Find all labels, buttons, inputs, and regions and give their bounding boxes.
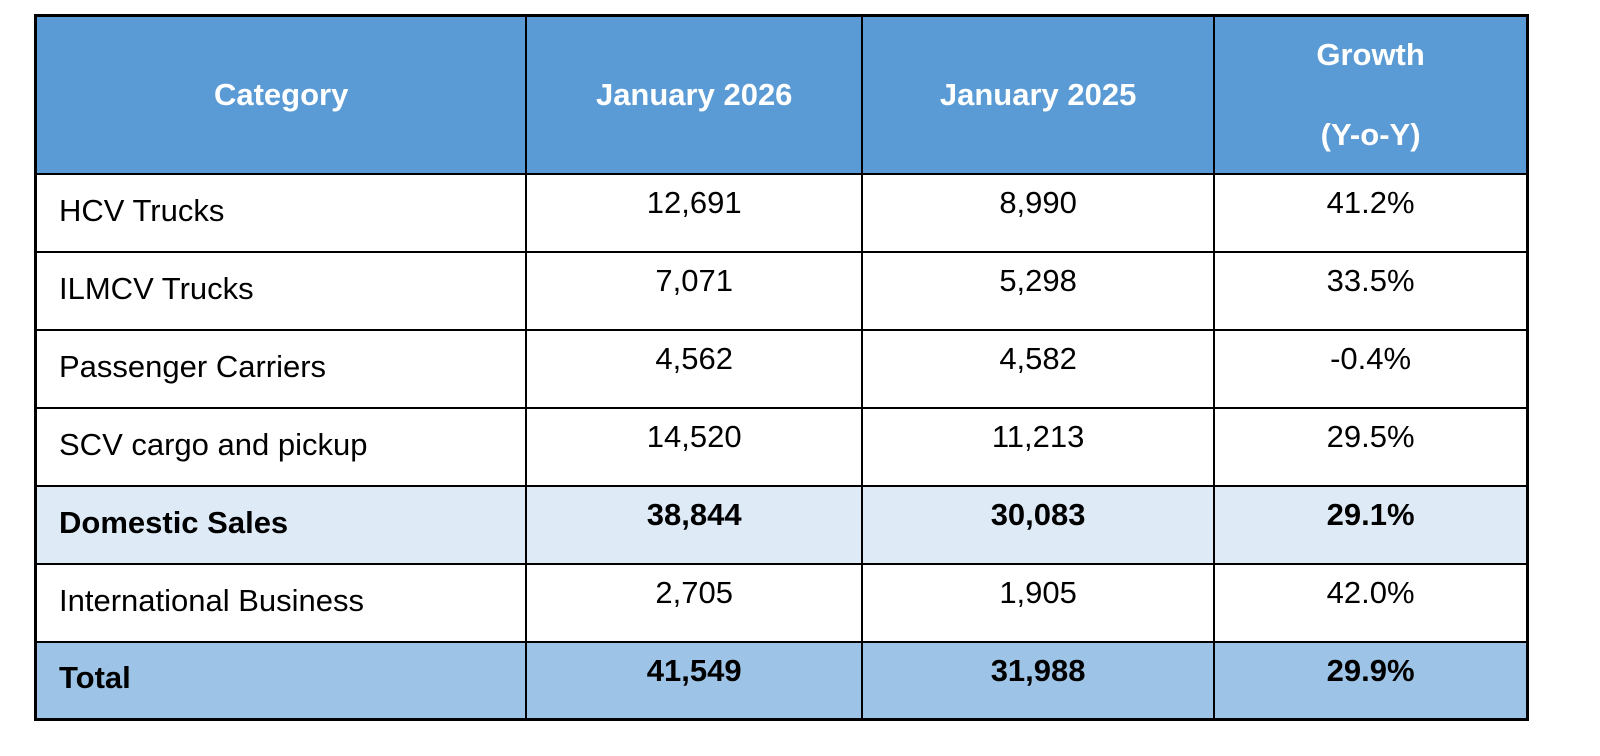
table-row-total: Total 41,549 31,988 29.9%: [34, 640, 1529, 721]
growth-header-line1: Growth: [1316, 37, 1425, 73]
cell-january-2026: 2,705: [525, 562, 864, 643]
cell-category: SCV cargo and pickup: [34, 406, 528, 487]
cell-growth: 42.0%: [1213, 562, 1529, 643]
cell-category: Total: [34, 640, 528, 721]
table-row-passenger-carriers: Passenger Carriers 4,562 4,582 -0.4%: [34, 328, 1529, 409]
table-row-domestic-sales: Domestic Sales 38,844 30,083 29.1%: [34, 484, 1529, 565]
cell-january-2026: 7,071: [525, 250, 864, 331]
cell-category: HCV Trucks: [34, 172, 528, 253]
cell-growth: 29.9%: [1213, 640, 1529, 721]
cell-category: ILMCV Trucks: [34, 250, 528, 331]
cell-growth: 29.5%: [1213, 406, 1529, 487]
cell-january-2025: 31,988: [861, 640, 1216, 721]
cell-january-2025: 5,298: [861, 250, 1216, 331]
cell-category: Passenger Carriers: [34, 328, 528, 409]
column-header-growth: Growth (Y-o-Y): [1213, 14, 1529, 175]
cell-category: International Business: [34, 562, 528, 643]
cell-january-2026: 4,562: [525, 328, 864, 409]
cell-category: Domestic Sales: [34, 484, 528, 565]
column-header-category: Category: [34, 14, 528, 175]
growth-header-line2: (Y-o-Y): [1320, 116, 1421, 152]
cell-growth: -0.4%: [1213, 328, 1529, 409]
cell-january-2025: 11,213: [861, 406, 1216, 487]
growth-header-stack: Growth (Y-o-Y): [1216, 37, 1525, 152]
header-row: Category January 2026 January 2025 Growt…: [34, 14, 1529, 175]
column-header-january-2025: January 2025: [861, 14, 1216, 175]
table-row-scv-cargo-pickup: SCV cargo and pickup 14,520 11,213 29.5%: [34, 406, 1529, 487]
cell-january-2025: 30,083: [861, 484, 1216, 565]
sales-table: Category January 2026 January 2025 Growt…: [34, 14, 1529, 721]
column-header-january-2026: January 2026: [525, 14, 864, 175]
cell-growth: 33.5%: [1213, 250, 1529, 331]
cell-january-2026: 14,520: [525, 406, 864, 487]
cell-january-2026: 12,691: [525, 172, 864, 253]
cell-january-2025: 8,990: [861, 172, 1216, 253]
table-row-international-business: International Business 2,705 1,905 42.0%: [34, 562, 1529, 643]
table-row-ilmcv-trucks: ILMCV Trucks 7,071 5,298 33.5%: [34, 250, 1529, 331]
cell-january-2026: 38,844: [525, 484, 864, 565]
cell-growth: 41.2%: [1213, 172, 1529, 253]
table-row-hcv-trucks: HCV Trucks 12,691 8,990 41.2%: [34, 172, 1529, 253]
cell-growth: 29.1%: [1213, 484, 1529, 565]
cell-january-2025: 4,582: [861, 328, 1216, 409]
cell-january-2025: 1,905: [861, 562, 1216, 643]
cell-january-2026: 41,549: [525, 640, 864, 721]
